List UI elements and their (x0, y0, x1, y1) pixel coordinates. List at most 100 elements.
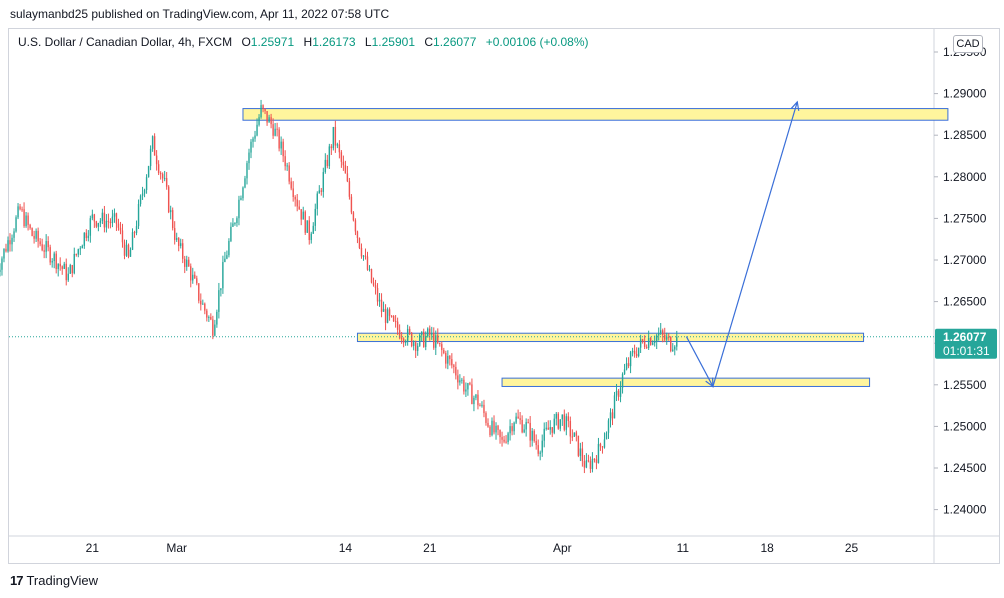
candle-body (157, 164, 160, 173)
candle-body (557, 413, 559, 429)
candle-body (603, 439, 606, 448)
candle-body (109, 221, 112, 224)
candle-body (182, 243, 184, 259)
candle-body (382, 308, 385, 312)
symbol-title: U.S. Dollar / Canadian Dollar, 4h, FXCM (18, 35, 233, 49)
candle-body (531, 430, 533, 441)
candle-body (61, 266, 63, 269)
candle-body (167, 186, 170, 213)
footer-brand[interactable]: 17 TradingView (10, 572, 98, 590)
candle-body (9, 240, 11, 245)
candle-body (670, 336, 672, 351)
candle-body (274, 128, 276, 136)
candle-body (63, 263, 65, 269)
candle-body (352, 212, 355, 221)
candle-body (314, 208, 316, 226)
projection-path[interactable] (685, 101, 798, 389)
sr-zone-rect[interactable] (242, 108, 949, 121)
candle-body (280, 141, 282, 149)
candle-body (320, 190, 323, 192)
candle-body (111, 216, 114, 224)
candle-body (503, 439, 505, 442)
candle-body (451, 359, 453, 366)
candle-body (79, 248, 82, 250)
candle-body (260, 105, 262, 118)
candle-body (238, 199, 240, 219)
candle-body (623, 369, 626, 375)
candle-body (388, 309, 391, 316)
candle-body (87, 235, 90, 239)
price-tick-label: 1.24500 (943, 461, 987, 475)
candle-body (328, 146, 331, 167)
candle-body (664, 334, 666, 340)
candle-body (89, 218, 92, 236)
candle-body (563, 414, 566, 430)
candle-body (236, 218, 238, 224)
sr-zone-rect[interactable] (501, 377, 871, 387)
candle-body (611, 412, 614, 419)
currency-button[interactable]: CAD (953, 35, 983, 53)
candle-body (336, 144, 339, 146)
candle-body (447, 356, 449, 364)
candle-body (643, 341, 646, 347)
time-tick-label: 21 (86, 541, 100, 555)
candle-body (660, 330, 662, 334)
candle-body (220, 288, 222, 291)
candle-body (378, 299, 381, 302)
candle-body (631, 350, 634, 353)
candle-body (41, 244, 43, 251)
symbol-legend: U.S. Dollar / Canadian Dollar, 4h, FXCM … (18, 34, 589, 50)
candle-body (49, 247, 51, 263)
candle-body (585, 460, 588, 468)
candle-body (459, 380, 461, 383)
candle-body (461, 379, 463, 381)
candle-body (23, 209, 25, 227)
candle-body (248, 152, 250, 164)
candle-body (270, 117, 272, 125)
candle-body (509, 426, 511, 434)
price-tick-label: 1.28500 (943, 128, 987, 142)
last-price-tag[interactable] (935, 328, 997, 359)
candle-body (324, 159, 327, 173)
candle-body (672, 349, 674, 351)
change-value: +0.00106 (+0.08%) (485, 35, 589, 49)
candle-body (1, 258, 3, 270)
candle-body (133, 232, 136, 234)
price-tick-label: 1.25500 (943, 378, 987, 392)
candle-body (449, 356, 451, 360)
candle-body (350, 196, 353, 213)
candle-body (129, 249, 132, 257)
candle-body (479, 405, 481, 407)
candle-body (101, 212, 104, 221)
candle-body (123, 242, 126, 256)
candle-body (396, 321, 399, 330)
candle-body (489, 426, 491, 436)
candle-body (406, 328, 409, 342)
close-label: C (424, 35, 434, 49)
candle-body (637, 347, 640, 357)
candle-body (258, 117, 260, 125)
candle-body (292, 188, 294, 197)
sr-zone-rect[interactable] (356, 332, 865, 343)
candle-body (310, 233, 312, 241)
candle-body (491, 420, 493, 436)
time-tick-label: Apr (553, 541, 572, 555)
close-value: 1.26077 (433, 35, 477, 49)
candle-body (537, 445, 539, 454)
candle-body (573, 432, 576, 437)
candle-body (495, 425, 497, 433)
candle-body (119, 227, 122, 231)
candle-body (595, 459, 598, 464)
candle-body (517, 416, 519, 419)
candle-body (394, 321, 397, 323)
candle-body (392, 316, 395, 322)
candle-body (131, 232, 134, 250)
candle-body (629, 352, 632, 367)
candle-body (521, 419, 523, 433)
candle-body (668, 336, 670, 338)
candle-body (161, 174, 164, 179)
price-tick-label: 1.24000 (943, 503, 987, 517)
candle-body (647, 337, 650, 348)
candle-body (579, 448, 582, 456)
